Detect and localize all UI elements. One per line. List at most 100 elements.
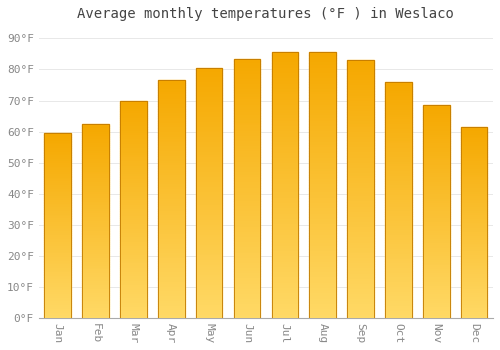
Bar [82,197,109,199]
Bar [120,242,146,244]
Bar [310,236,336,238]
Bar [196,168,222,170]
Bar [196,103,222,105]
Bar [158,170,184,173]
Bar [234,219,260,222]
Bar [196,220,222,223]
Bar [461,180,487,182]
Bar [423,133,450,135]
Bar [44,211,71,212]
Bar [272,241,298,244]
Bar [234,209,260,212]
Bar [272,220,298,222]
Bar [385,316,411,318]
Bar [272,127,298,130]
Bar [196,85,222,88]
Bar [461,205,487,207]
Bar [44,270,71,272]
Bar [385,228,411,231]
Bar [385,108,411,110]
Bar [234,74,260,77]
Bar [196,73,222,75]
Bar [82,266,109,267]
Bar [120,192,146,194]
Bar [348,313,374,315]
Bar [196,150,222,153]
Bar [423,107,450,110]
Bar [461,150,487,152]
Bar [310,145,336,148]
Bar [310,254,336,257]
Bar [234,136,260,139]
Bar [272,262,298,265]
Bar [310,121,336,124]
Bar [272,265,298,267]
Bar [348,246,374,248]
Bar [348,81,374,83]
Bar [44,229,71,231]
Bar [348,163,374,166]
Bar [385,148,411,150]
Bar [272,68,298,71]
Bar [348,158,374,161]
Bar [272,190,298,193]
Bar [461,155,487,158]
Bar [82,180,109,182]
Bar [272,153,298,156]
Bar [385,301,411,304]
Bar [196,88,222,90]
Bar [461,301,487,303]
Bar [120,233,146,235]
Bar [423,278,450,280]
Bar [310,71,336,74]
Bar [82,209,109,211]
Bar [158,251,184,254]
Bar [120,109,146,111]
Bar [234,139,260,141]
Bar [120,194,146,196]
Bar [385,188,411,190]
Bar [158,289,184,292]
Bar [385,299,411,301]
Bar [44,255,71,257]
Bar [196,203,222,205]
Bar [234,77,260,79]
Bar [158,149,184,152]
Bar [348,86,374,89]
Bar [196,166,222,168]
Bar [385,129,411,132]
Bar [348,76,374,78]
Bar [348,240,374,243]
Bar [120,274,146,277]
Bar [82,252,109,254]
Bar [158,244,184,247]
Bar [272,58,298,60]
Bar [82,232,109,234]
Bar [120,292,146,294]
Bar [196,260,222,263]
Bar [82,167,109,168]
Bar [158,292,184,294]
Bar [423,116,450,118]
Bar [120,133,146,135]
Bar [423,248,450,250]
Bar [234,256,260,258]
Bar [234,284,260,287]
Bar [44,205,71,207]
Bar [272,63,298,66]
Bar [234,160,260,162]
Bar [461,171,487,173]
Bar [348,191,374,194]
Bar [234,178,260,181]
Bar [234,71,260,74]
Bar [234,282,260,284]
Bar [310,289,336,292]
Bar [272,281,298,284]
Bar [385,264,411,266]
Bar [310,150,336,153]
Bar [461,211,487,213]
Bar [196,248,222,251]
Bar [82,124,109,126]
Bar [44,170,71,172]
Bar [82,211,109,213]
